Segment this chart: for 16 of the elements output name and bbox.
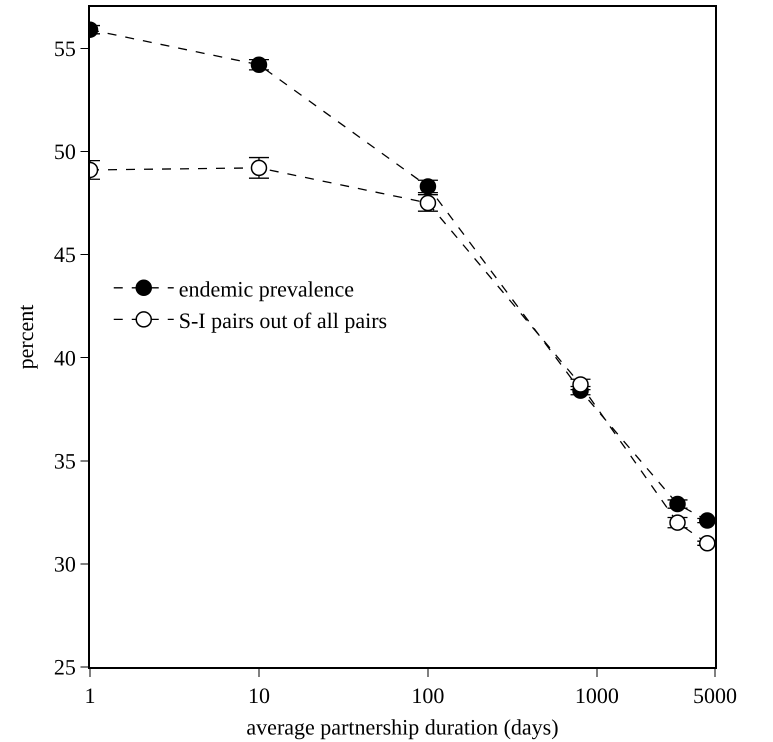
x-tick-label: 1 (84, 683, 96, 708)
y-tick-label: 55 (54, 36, 76, 61)
legend-label: endemic prevalence (178, 276, 354, 302)
y-tick-label: 25 (54, 654, 76, 680)
y-axis-title: percent (13, 304, 38, 370)
x-tick-label: 10 (248, 683, 270, 708)
x-tick-label: 5000 (693, 683, 737, 708)
x-tick-label: 100 (411, 683, 444, 708)
y-tick-label: 30 (54, 552, 76, 577)
y-tick-label: 45 (54, 242, 76, 268)
y-tick-label: 50 (54, 139, 76, 164)
legend-label: S-I pairs out of all pairs (178, 308, 388, 333)
y-tick-label: 40 (54, 345, 76, 370)
x-axis-title: average partnership duration (days) (246, 714, 559, 740)
x-tick-label: 1000 (574, 683, 619, 708)
y-tick-label: 35 (54, 448, 76, 474)
